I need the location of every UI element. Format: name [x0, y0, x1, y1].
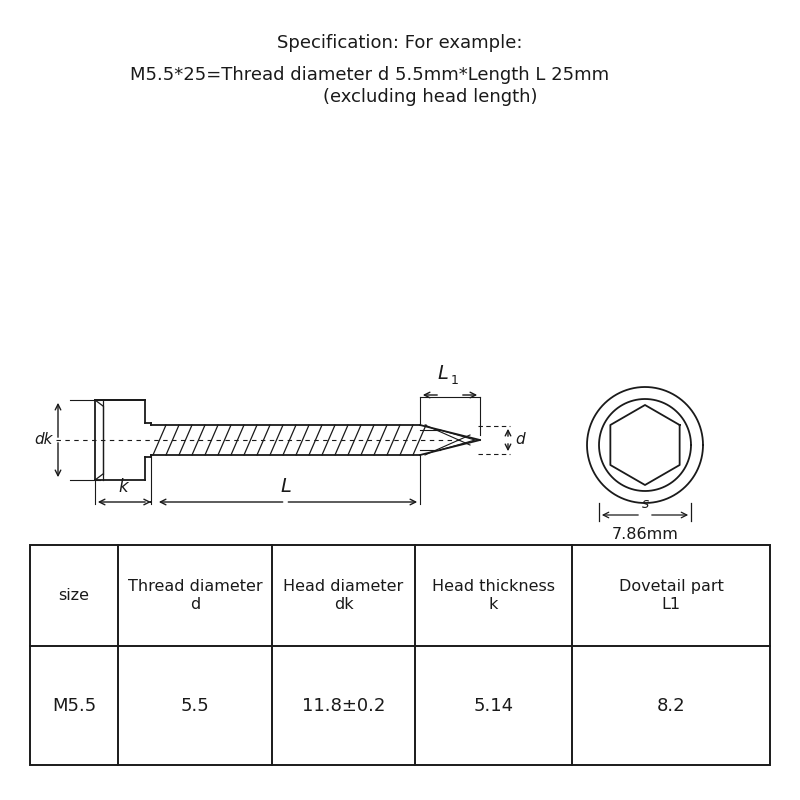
Text: 11.8±0.2: 11.8±0.2 [302, 697, 385, 714]
Text: d: d [190, 597, 200, 612]
Text: k: k [118, 478, 128, 496]
Bar [30, 545, 770, 765]
Text: L1: L1 [662, 597, 681, 612]
Text: 1: 1 [451, 374, 459, 387]
Text: Thread diameter: Thread diameter [128, 579, 262, 594]
Text: k: k [489, 597, 498, 612]
Text: Head thickness: Head thickness [432, 579, 555, 594]
Text: M5.5: M5.5 [52, 697, 96, 714]
Text: 8.2: 8.2 [657, 697, 686, 714]
Text: M5.5*25=Thread diameter d 5.5mm*Length L 25mm: M5.5*25=Thread diameter d 5.5mm*Length L… [130, 66, 610, 84]
Text: Dovetail part: Dovetail part [618, 579, 723, 594]
Text: s: s [642, 497, 649, 511]
Text: L: L [280, 477, 291, 496]
Text: 5.14: 5.14 [474, 697, 514, 714]
Text: (excluding head length): (excluding head length) [322, 88, 538, 106]
Text: L: L [437, 364, 448, 383]
Text: Head diameter: Head diameter [283, 579, 404, 594]
Text: 7.86mm: 7.86mm [611, 527, 678, 542]
Text: dk: dk [334, 597, 354, 612]
Text: 5.5: 5.5 [181, 697, 210, 714]
Text: d: d [515, 433, 525, 447]
Text: dk: dk [34, 433, 54, 447]
Text: size: size [58, 588, 90, 603]
Text: Specification: For example:: Specification: For example: [278, 34, 522, 52]
